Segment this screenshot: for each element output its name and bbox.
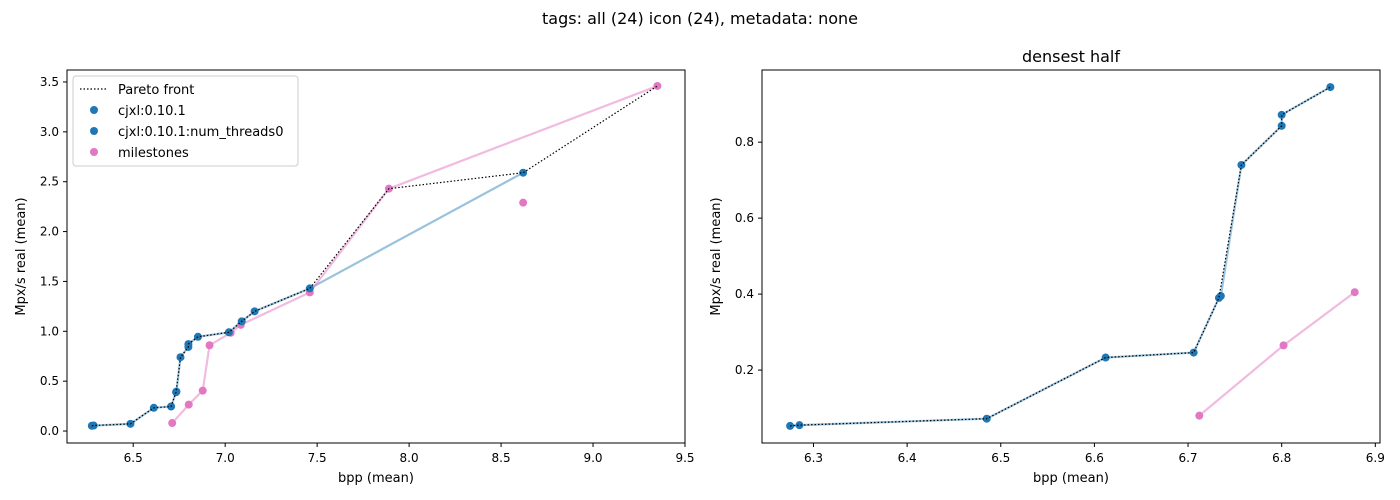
y-tick-label: 1.0 (40, 324, 59, 338)
x-tick-label: 6.5 (991, 451, 1010, 465)
data-point-cjxl (172, 387, 181, 396)
y-tick-label: 2.5 (40, 175, 59, 189)
pareto-front-line (790, 86, 1331, 427)
legend-cjxl-label: cjxl:0.10.1 (118, 104, 186, 119)
x-tick-label: 6.4 (898, 451, 917, 465)
legend-pareto-label: Pareto front (118, 83, 194, 98)
chart-right: densest half 6.3 6.4 6.5 6.6 6.7 6.8 6.9 0.2 0.4… (709, 47, 1385, 486)
x-axis-label: bpp (mean) (338, 471, 414, 486)
data-point-milestones (168, 419, 177, 428)
x-tick-label: 8.5 (492, 451, 511, 465)
x-tick-label: 6.7 (1178, 451, 1197, 465)
data-point-cjxl (1326, 83, 1335, 92)
x-tick-label: 9.5 (675, 451, 694, 465)
chart-left: 6.5 7.0 7.5 8.0 8.5 9.0 9.5 0.0 0.5 1.0 1.5 2.0 2.5 3… (14, 69, 695, 486)
x-tick-label: 8.0 (400, 451, 419, 465)
data-point-milestones (198, 386, 207, 395)
data-point-cjxl (176, 353, 185, 362)
plot-area-frame (66, 69, 686, 444)
x-axis-label: bpp (mean) (1033, 471, 1109, 486)
y-tick-label: 0.8 (735, 135, 754, 149)
x-tick-label: 9.0 (583, 451, 602, 465)
data-point-cjxl (89, 421, 98, 430)
data-point-cjxl (1216, 292, 1225, 301)
y-tick-label: 0.0 (40, 424, 59, 438)
legend-cjxl-threads-label: cjxl:0.10.1:num_threads0 (118, 125, 283, 140)
y-tick-label: 3.0 (40, 125, 59, 139)
data-point-milestones (519, 198, 528, 207)
legend: Pareto front cjxl:0.10.1 cjxl:0.10.1:num… (72, 75, 299, 167)
x-tick-label: 6.9 (1366, 451, 1385, 465)
chart-title: densest half (1022, 47, 1120, 66)
x-tick-label: 6.5 (124, 451, 143, 465)
y-tick-label: 0.4 (735, 287, 754, 301)
x-tick-label: 6.6 (1085, 451, 1104, 465)
y-tick-label: 1.5 (40, 274, 59, 288)
data-point-milestones (1195, 411, 1204, 420)
y-tick-label: 3.5 (40, 75, 59, 89)
legend-milestones-label: milestones (118, 146, 189, 161)
legend-cjxl-swatch (90, 106, 98, 114)
y-tick-label: 0.2 (735, 363, 754, 377)
data-point-cjxl (519, 168, 528, 177)
y-axis-label: Mpx/s real (mean) (14, 197, 29, 315)
data-point-milestones (184, 400, 193, 409)
data-point-milestones (1279, 341, 1288, 350)
data-point-milestones (653, 81, 662, 90)
data-point-cjxl (795, 421, 804, 430)
x-tick-label: 7.0 (216, 451, 235, 465)
series-line-cjxl (91, 171, 524, 427)
figure-suptitle: tags: all (24) icon (24), metadata: none (542, 9, 858, 28)
x-tick-label: 6.3 (804, 451, 823, 465)
y-tick-label: 0.6 (735, 211, 754, 225)
legend-milestones-swatch (90, 148, 98, 156)
y-axis-label: Mpx/s real (mean) (709, 197, 724, 315)
series-line-milestones (1198, 291, 1356, 417)
plot-area-frame (761, 69, 1381, 444)
data-point-cjxl (1189, 348, 1198, 357)
x-tick-label: 6.8 (1272, 451, 1291, 465)
data-point-milestones (205, 341, 214, 350)
data-point-cjxl (250, 307, 259, 316)
data-point-cjxl (1277, 110, 1286, 119)
data-point-milestones (1350, 288, 1359, 297)
x-tick-label: 7.5 (308, 451, 327, 465)
legend-cjxl-threads-swatch (90, 127, 98, 135)
pareto-front-line (91, 85, 658, 427)
data-point-cjxl (193, 332, 202, 341)
data-point-cjxl (305, 284, 314, 293)
legend-frame (72, 75, 299, 167)
y-tick-label: 2.0 (40, 225, 59, 239)
y-tick-label: 0.5 (40, 374, 59, 388)
